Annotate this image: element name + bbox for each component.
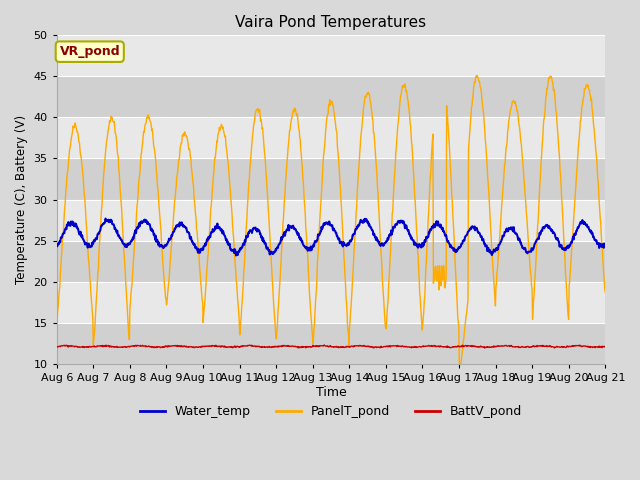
BattV_pond — [257, 344, 264, 350]
Water_temp — [199, 247, 207, 253]
BattV_pond — [602, 344, 609, 350]
PanelT_pond — [336, 180, 344, 185]
Water_temp — [337, 239, 345, 245]
BattV_pond — [198, 344, 206, 350]
PanelT_pond — [474, 72, 481, 78]
Bar — [57, 76, 605, 118]
Bar — [57, 200, 605, 240]
PanelT_pond — [125, 326, 132, 332]
PanelT_pond — [602, 289, 609, 295]
Water_temp — [451, 246, 458, 252]
PanelT_pond — [449, 218, 457, 224]
Text: VR_pond: VR_pond — [60, 45, 120, 58]
BattV_pond — [337, 344, 344, 350]
Y-axis label: Temperature (C), Battery (V): Temperature (C), Battery (V) — [15, 115, 28, 284]
BattV_pond — [53, 344, 61, 350]
BattV_pond — [125, 344, 132, 349]
PanelT_pond — [53, 318, 61, 324]
BattV_pond — [320, 342, 328, 348]
Water_temp — [232, 252, 240, 258]
Bar — [57, 158, 605, 200]
X-axis label: Time: Time — [316, 385, 346, 398]
BattV_pond — [450, 344, 458, 350]
Title: Vaira Pond Temperatures: Vaira Pond Temperatures — [236, 15, 426, 30]
Water_temp — [602, 241, 609, 247]
BattV_pond — [567, 344, 575, 349]
Bar — [57, 323, 605, 364]
Bar — [57, 36, 605, 76]
Water_temp — [125, 241, 132, 247]
Bar — [57, 282, 605, 323]
Line: Water_temp: Water_temp — [57, 218, 605, 255]
Line: BattV_pond: BattV_pond — [57, 345, 605, 348]
BattV_pond — [481, 345, 488, 351]
Bar — [57, 118, 605, 158]
Water_temp — [567, 240, 575, 246]
PanelT_pond — [567, 262, 575, 267]
Water_temp — [53, 241, 61, 247]
PanelT_pond — [456, 371, 463, 377]
Legend: Water_temp, PanelT_pond, BattV_pond: Water_temp, PanelT_pond, BattV_pond — [135, 400, 527, 423]
Line: PanelT_pond: PanelT_pond — [57, 75, 605, 374]
Water_temp — [102, 216, 109, 221]
PanelT_pond — [257, 118, 264, 124]
Bar — [57, 240, 605, 282]
Water_temp — [258, 233, 266, 239]
PanelT_pond — [198, 297, 206, 302]
